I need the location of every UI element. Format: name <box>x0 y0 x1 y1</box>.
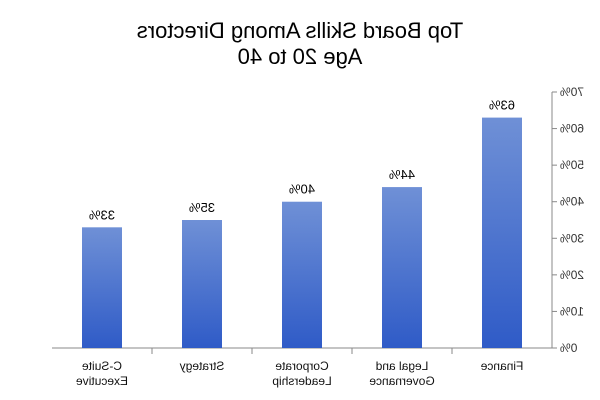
bars <box>82 117 522 348</box>
bar-value-label: 40% <box>289 182 315 197</box>
category-label: Legal and <box>376 359 429 373</box>
y-tick-label: 20% <box>560 268 584 282</box>
bar <box>82 227 122 348</box>
category-label: Governance <box>369 374 435 388</box>
y-tick-label: 10% <box>560 304 584 318</box>
bar-value-label: 35% <box>189 200 215 215</box>
bar-value-label: 33% <box>89 207 115 222</box>
bar <box>282 201 322 348</box>
bar <box>382 187 422 348</box>
y-tick-label: 30% <box>560 231 584 245</box>
y-tick-label: 70% <box>560 85 584 99</box>
y-tick-label: 50% <box>560 158 584 172</box>
bar <box>182 220 222 348</box>
bar-value-label: 44% <box>389 167 415 182</box>
category-label: Corporate <box>275 359 329 373</box>
chart-title-line-2: Age 20 to 40 <box>238 44 363 69</box>
axes: 0% 10% 20% 30% 40% 50% 60% 70% <box>52 85 584 355</box>
category-label: Leadership <box>272 374 332 388</box>
y-tick-label: 60% <box>560 122 584 136</box>
category-label: C-Suite <box>82 359 122 373</box>
category-label: Executive <box>76 374 128 388</box>
y-tick-label: 40% <box>560 195 584 209</box>
bar-value-label: 63% <box>489 98 515 113</box>
y-tick-label: 0% <box>560 341 578 355</box>
category-label: Finance <box>480 359 523 373</box>
bar <box>482 117 522 348</box>
chart-title-line-1: Top Board Skills Among Directors <box>137 18 463 43</box>
category-label: Strategy <box>180 359 225 373</box>
